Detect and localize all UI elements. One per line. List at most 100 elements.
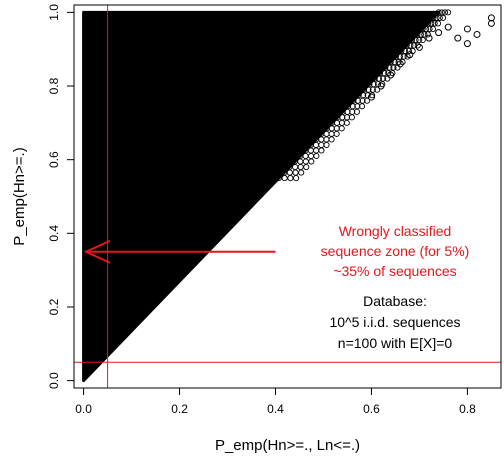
scatter-point xyxy=(377,82,385,90)
scatter-point xyxy=(338,119,345,126)
scatter-point xyxy=(424,20,432,27)
scatter-point xyxy=(308,158,315,165)
scatter-point xyxy=(313,141,320,148)
scatter-point xyxy=(428,20,435,27)
points-layer xyxy=(82,9,495,383)
scatter-point xyxy=(328,136,335,143)
x-tick-label: 0.0 xyxy=(75,402,92,416)
y-tick-label: 0.4 xyxy=(47,225,61,242)
scatter-point xyxy=(367,93,375,101)
scatter-point xyxy=(292,163,299,171)
scatter-point xyxy=(382,64,389,71)
scatter-point xyxy=(287,175,294,182)
scatter-point xyxy=(396,53,403,60)
scatter-point xyxy=(323,136,330,143)
scatter-point xyxy=(415,43,423,51)
x-axis: 0.0 0.2 0.4 0.6 0.8 xyxy=(75,388,476,416)
scatter-point xyxy=(390,64,397,71)
scatter-point xyxy=(387,71,395,79)
scatter-point xyxy=(433,14,440,21)
scatter-point xyxy=(333,125,340,132)
annotation-red-line: ~35% of sequences xyxy=(333,263,456,279)
scatter-point xyxy=(281,175,288,182)
plot-box xyxy=(73,4,502,389)
scatter-point xyxy=(404,53,411,60)
scatter-point xyxy=(339,108,346,115)
scatter-point xyxy=(430,14,437,21)
scatter-point xyxy=(275,175,282,182)
scatter-point xyxy=(417,31,424,38)
scatter-point xyxy=(402,47,409,55)
scatter-point xyxy=(405,47,412,55)
scatter-point xyxy=(463,25,471,33)
x-tick-label: 0.6 xyxy=(363,402,380,416)
scatter-point xyxy=(292,169,299,176)
scatter-point xyxy=(426,25,433,32)
scatter-point xyxy=(444,23,452,31)
scatter-point xyxy=(380,75,387,82)
scatter-point xyxy=(431,20,438,27)
scatter-point xyxy=(333,130,340,137)
scatter-point xyxy=(318,147,325,154)
annotations: Wrongly classified sequence zone (for 5%… xyxy=(83,223,470,351)
scatter-point xyxy=(366,81,373,88)
scatter-point xyxy=(440,14,447,21)
scatter-point xyxy=(419,25,426,32)
reference-lines xyxy=(74,5,501,388)
annotation-database-line: Database: xyxy=(363,293,427,309)
scatter-point xyxy=(399,59,406,66)
y-tick-label: 0.0 xyxy=(47,372,61,389)
scatter-point xyxy=(343,119,350,126)
scatter-point xyxy=(297,158,304,165)
scatter-point xyxy=(423,25,430,32)
scatter-point xyxy=(400,53,407,60)
scatter-point xyxy=(307,147,314,154)
scatter-point xyxy=(395,59,402,66)
scatter-point xyxy=(323,130,330,137)
x-axis-label: P_emp(Hn>=., Ln<=.) xyxy=(215,437,360,454)
scatter-point xyxy=(403,42,410,49)
scatter-point xyxy=(328,130,335,137)
scatter-point xyxy=(371,75,378,82)
scatter-point xyxy=(328,125,335,132)
y-tick-label: 0.6 xyxy=(47,151,61,168)
scatter-point xyxy=(361,86,368,93)
annotation-database-line: n=100 with E[X]=0 xyxy=(338,335,453,351)
scatter-point xyxy=(375,75,382,82)
scatter-point xyxy=(398,47,405,55)
scatter-point xyxy=(425,34,433,42)
scatter-point xyxy=(345,103,352,110)
x-tick-label: 0.8 xyxy=(459,402,476,416)
scatter-point xyxy=(408,36,416,44)
scatter-point xyxy=(436,14,443,21)
scatter-point xyxy=(318,141,325,148)
scatter-point xyxy=(429,25,436,32)
scatter-point xyxy=(424,31,431,38)
scatter-point xyxy=(303,163,310,171)
scatter-point xyxy=(338,125,345,132)
scatter-point xyxy=(386,64,393,71)
scatter-point xyxy=(302,158,309,165)
scatter-point xyxy=(435,29,443,37)
y-axis-label: P_emp(Hn>=.) xyxy=(11,147,28,245)
scatter-point xyxy=(407,42,414,49)
scatter-point xyxy=(297,163,304,171)
scatter-point xyxy=(350,97,357,104)
scatter-point xyxy=(435,9,442,16)
scatter-point xyxy=(307,152,315,160)
x-tick-label: 0.2 xyxy=(171,402,188,416)
scatter-point xyxy=(381,70,388,77)
annotation-red-line: sequence zone (for 5%) xyxy=(321,243,470,259)
scatter-point xyxy=(387,59,394,66)
scatter-point xyxy=(434,20,442,27)
scatter-point xyxy=(298,169,305,176)
scatter-point xyxy=(419,36,426,44)
scatter-point xyxy=(286,169,293,176)
scatter-point xyxy=(441,9,449,16)
scatter-point xyxy=(293,175,300,182)
y-axis: 0.0 0.2 0.4 0.6 0.8 1.0 xyxy=(47,4,74,389)
scatter-point xyxy=(355,92,362,99)
scatter-point xyxy=(281,169,288,176)
